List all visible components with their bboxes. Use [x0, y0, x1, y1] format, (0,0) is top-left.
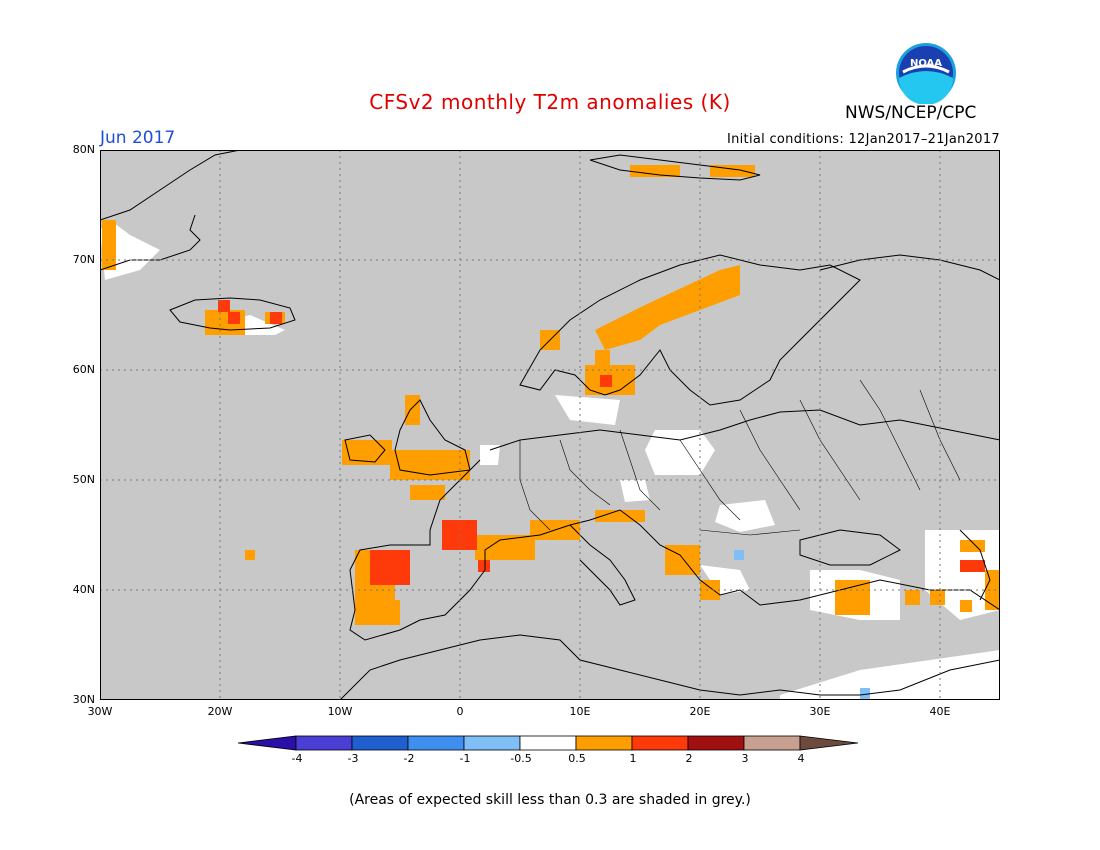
chart-title: CFSv2 monthly T2m anomalies (K)	[369, 90, 731, 114]
lon-label-30w: 30W	[87, 705, 113, 718]
lat-label-70n: 70N	[72, 253, 95, 266]
lat-label-80n: 80N	[72, 143, 95, 156]
colorbar-cell-5	[519, 735, 577, 751]
anomaly-1-2-regions	[218, 300, 985, 585]
colorbar-label-2: -3	[347, 752, 359, 765]
skill-footnote: (Areas of expected skill less than 0.3 a…	[349, 792, 751, 808]
colorbar-cell-2	[351, 735, 409, 751]
lat-label-50n: 50N	[72, 473, 95, 486]
lon-label-10e: 10E	[569, 705, 591, 718]
colorbar-label-10: 4	[797, 752, 805, 765]
coastlines	[100, 150, 1000, 700]
noaa-logo: NOAA	[895, 42, 957, 105]
colorbar-cell-4	[463, 735, 521, 751]
lat-label-60n: 60N	[72, 363, 95, 376]
noaa-logo-text: NOAA	[910, 58, 942, 69]
colorbar-cell-3	[407, 735, 465, 751]
colorbar-label-9: 3	[741, 752, 749, 765]
colorbar-label-5: -0.5	[510, 752, 532, 765]
lon-label-20e: 20E	[689, 705, 711, 718]
lon-label-30e: 30E	[809, 705, 831, 718]
colorbar-cell-8	[687, 735, 745, 751]
colorbar-arrow-left	[238, 735, 297, 751]
colorbar-label-8: 2	[685, 752, 693, 765]
initial-conditions: Initial conditions: 12Jan2017–21Jan2017	[726, 132, 1000, 147]
colorbar-arrow-right	[799, 735, 859, 751]
lon-label-20w: 20W	[207, 705, 233, 718]
map-panel	[100, 150, 1000, 700]
colorbar-cells	[238, 735, 859, 751]
lon-label-0: 0	[456, 705, 464, 718]
lon-label-10w: 10W	[327, 705, 353, 718]
colorbar-label-1: -4	[291, 752, 303, 765]
colorbar-label-7: 1	[629, 752, 637, 765]
forecast-month: Jun 2017	[100, 128, 176, 148]
agency-label: NWS/NCEP/CPC	[845, 103, 977, 123]
noaa-logo-icon: NOAA	[896, 43, 956, 105]
colorbar-label-6: 0.5	[568, 752, 586, 765]
lat-label-40n: 40N	[72, 583, 95, 596]
lat-label-30n: 30N	[72, 693, 95, 706]
colorbar-label-3: -2	[403, 752, 415, 765]
colorbar-cell-6	[575, 735, 633, 751]
graticule	[100, 150, 1000, 700]
colorbar-cell-9	[743, 735, 801, 751]
colorbar	[238, 735, 859, 751]
colorbar-label-4: -1	[459, 752, 471, 765]
colorbar-cell-1	[295, 735, 353, 751]
colorbar-cell-7	[631, 735, 689, 751]
lon-label-40e: 40E	[929, 705, 951, 718]
